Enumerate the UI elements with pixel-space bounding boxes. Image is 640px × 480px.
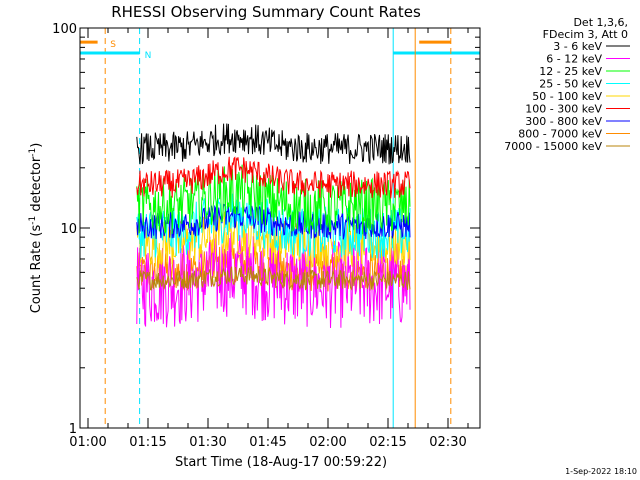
data-layer: SN (80, 28, 480, 428)
axis-layer: 01:00 01:15 01:30 01:45 02:00 02:15 02:30 1 10 10… (52, 22, 480, 450)
legend-header-line-1: Det 1,3,6, (573, 16, 628, 29)
y-tick-label: 1 (69, 422, 77, 437)
legend-entry-label: 50 - 100 keV (532, 90, 602, 103)
series-line-8 (136, 265, 411, 291)
marker-label-s: S (110, 40, 116, 50)
legend-entry-label: 12 - 25 keV (539, 65, 602, 78)
x-axis-label: Start Time (18-Aug-17 00:59:22) (175, 455, 387, 470)
legend-entry-label: 6 - 12 keV (546, 53, 602, 66)
y-tick-label: 100 (52, 22, 77, 37)
x-tick-label: 01:15 (129, 435, 166, 450)
footer-date: 1-Sep-2022 18:10 (565, 467, 637, 476)
legend-entry-label: 800 - 7000 keV (518, 128, 602, 141)
x-tick-label: 01:45 (249, 435, 286, 450)
x-tick-label: 02:00 (309, 435, 346, 450)
legend-entry-label: 25 - 50 keV (539, 78, 602, 91)
legend-entry-label: 7000 - 15000 keV (504, 140, 602, 153)
legend-header-line-2: FDecim 3, Att 0 (543, 28, 628, 41)
series-line-2 (136, 164, 411, 235)
x-tick-label: 01:30 (189, 435, 226, 450)
x-tick-label: 01:00 (69, 435, 106, 450)
legend-entry-label: 300 - 800 keV (525, 115, 602, 128)
series-line-0 (136, 123, 411, 165)
legend-entry-label: 100 - 300 keV (525, 103, 602, 116)
chart-title: RHESSI Observing Summary Count Rates (111, 3, 421, 21)
x-tick-label: 02:15 (369, 435, 406, 450)
y-axis-label: Count Rate (s-1 detector-1) (28, 143, 44, 314)
series-line-5 (136, 156, 411, 199)
x-tick-label: 02:30 (429, 435, 466, 450)
legend-entry-label: 3 - 6 keV (553, 40, 602, 53)
y-tick-label: 10 (60, 222, 77, 237)
marker-label-n: N (145, 51, 152, 61)
